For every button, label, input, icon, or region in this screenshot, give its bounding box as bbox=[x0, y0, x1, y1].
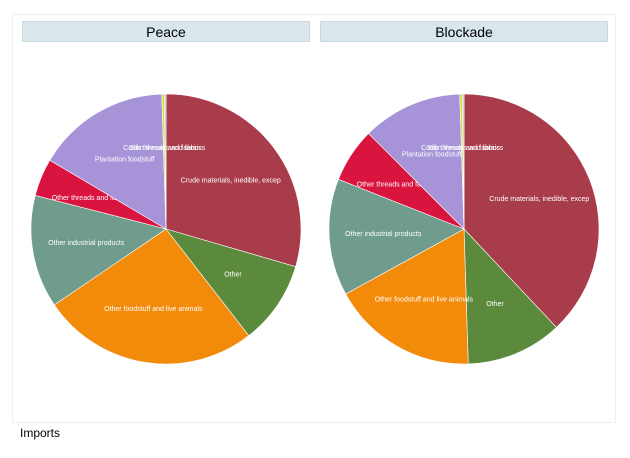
pie-slice-silk-threads-and-fabrics bbox=[163, 93, 167, 230]
caption-imports: Imports bbox=[20, 426, 61, 440]
slice-label-crude-materials-inedible-excep: Crude materials, inedible, excep bbox=[181, 177, 281, 184]
pie-slice-other-industrial-products bbox=[30, 195, 167, 306]
pie-blockade: Crude materials, inedible, excep Other Oth… bbox=[328, 93, 600, 365]
pie-peace: Crude materials, inedible, excep Other Oth… bbox=[30, 93, 302, 365]
slice-label-other: Other bbox=[224, 272, 242, 279]
slice-label-cotton-threads-and-fabrics: Cotton threads and fabrics bbox=[421, 145, 504, 152]
slice-label-plantation-foodstuff: Plantation foodstuff bbox=[95, 156, 155, 163]
slice-label-other-foodstuff-and-live-animals: Other foodstuff and live animals bbox=[104, 306, 203, 313]
pie-slice-other-industrial-products bbox=[328, 178, 465, 295]
pie-slice-crude-materials-inedible-excep bbox=[463, 93, 600, 328]
pie-slice-silk-threads-and-fabrics bbox=[461, 93, 465, 230]
pie-slice-plantation-foodstuff bbox=[49, 93, 167, 230]
panel-title-peace: Peace bbox=[22, 21, 310, 42]
pie-slice-other bbox=[165, 228, 297, 337]
pie-slice-plantation-foodstuff bbox=[368, 93, 465, 230]
slice-label-plantation-foodstuff: Plantation foodstuff bbox=[402, 152, 462, 159]
slice-label-crude-materials-inedible-excep: Crude materials, inedible, excep bbox=[489, 196, 589, 203]
slice-label-other-industrial-products: Other industrial products bbox=[48, 240, 125, 247]
slice-label-cotton-threads-and-fabrics: Cotton threads and fabrics bbox=[123, 145, 206, 152]
slice-label-other-foodstuff-and-live-animals: Other foodstuff and live animals bbox=[375, 296, 474, 303]
slice-label-other-industrial-products: Other industrial products bbox=[345, 231, 422, 238]
panel-title-blockade: Blockade bbox=[320, 21, 608, 42]
pie-slice-other-foodstuff-and-live-animals bbox=[345, 228, 469, 365]
pie-slice-crude-materials-inedible-excep bbox=[165, 93, 302, 268]
pie-slice-other-foodstuff-and-live-animals bbox=[53, 228, 250, 365]
slice-label-other-threads-and-fabrics: Other threads and fabrics bbox=[52, 195, 131, 202]
slice-label-other-threads-and-fabrics: Other threads and fabrics bbox=[357, 182, 436, 189]
chart-frame bbox=[12, 14, 616, 423]
slice-label-other: Other bbox=[486, 301, 504, 308]
slice-label-silk-threads-and-fabrics: Silk threads and fabrics bbox=[129, 145, 202, 152]
slice-label-silk-threads-and-fabrics: Silk threads and fabrics bbox=[427, 145, 500, 152]
pie-slice-other bbox=[463, 228, 557, 365]
